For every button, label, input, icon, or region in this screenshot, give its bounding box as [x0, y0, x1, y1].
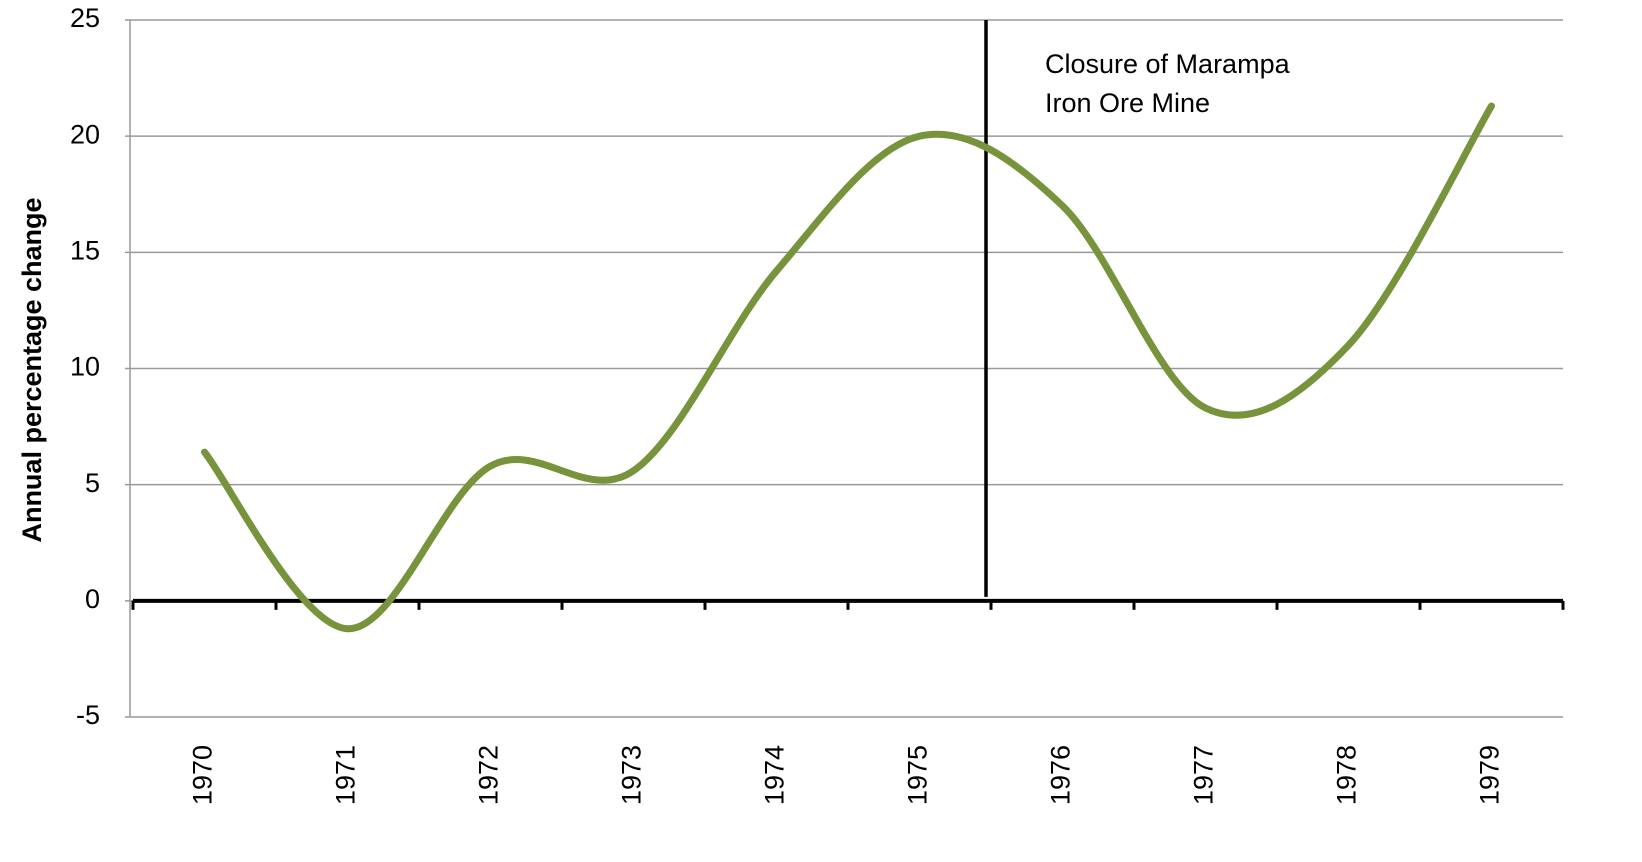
x-tick-label: 1971	[331, 745, 361, 805]
x-tick-label: 1979	[1475, 745, 1505, 805]
annotation: Iron Ore Mine	[1045, 88, 1210, 118]
y-tick-label: 20	[70, 119, 100, 149]
x-tick-label: 1975	[903, 745, 933, 805]
y-axis-label: Annual percentage change	[17, 197, 47, 542]
y-tick-label: -5	[76, 700, 100, 730]
x-tick-label: 1978	[1332, 745, 1362, 805]
x-tick-label: 1972	[474, 745, 504, 805]
y-tick-label: 0	[85, 584, 100, 614]
annotation: Closure of Marampa	[1045, 49, 1291, 79]
x-tick-label: 1974	[760, 745, 790, 805]
y-tick-label: 5	[85, 468, 100, 498]
x-tick-label: 1973	[617, 745, 647, 805]
x-tick-label: 1977	[1189, 745, 1219, 805]
y-tick-label: 25	[70, 3, 100, 33]
x-tick-label: 1970	[188, 745, 218, 805]
data-line	[201, 102, 1495, 633]
x-tick-label: 1976	[1046, 745, 1076, 805]
y-tick-label: 15	[70, 235, 100, 265]
y-tick-label: 10	[70, 352, 100, 382]
